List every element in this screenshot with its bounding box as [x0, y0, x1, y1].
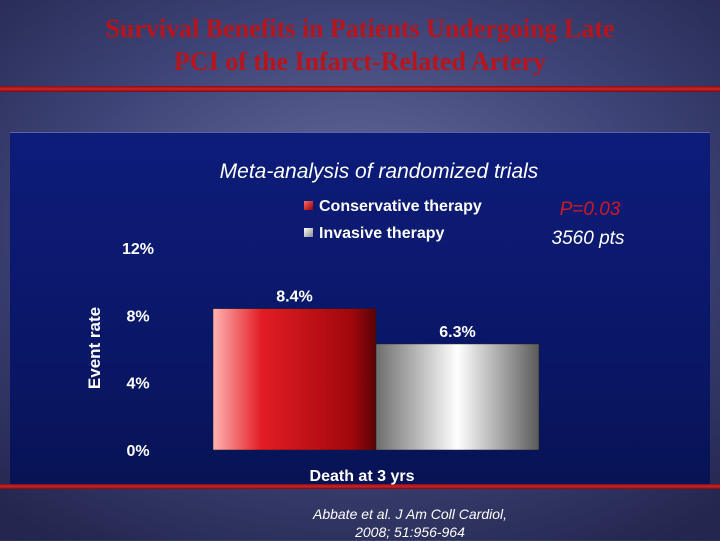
y-axis-ticks: 0% 4% 8% 12% [122, 241, 154, 460]
title-divider [0, 86, 720, 92]
slide-title-line-1: Survival Benefits in Patients Undergoing… [105, 14, 615, 43]
y-tick-label: 8% [126, 308, 149, 325]
legend-label-invasive: Invasive therapy [319, 225, 445, 242]
legend-swatch-conservative [304, 201, 313, 210]
legend-swatch-invasive [304, 228, 313, 237]
citation-line-1: Abbate et al. J Am Coll Cardiol, [312, 506, 507, 522]
bottom-divider [0, 484, 720, 489]
citation: Abbate et al. J Am Coll Cardiol, 2008; 5… [260, 505, 560, 541]
legend-label-conservative: Conservative therapy [319, 198, 482, 215]
chart-title: Meta-analysis of randomized trials [220, 160, 539, 183]
y-tick-label: 12% [122, 241, 154, 258]
x-axis-label: Death at 3 yrs [310, 468, 415, 485]
p-value-annotation: P=0.03 [560, 199, 621, 220]
y-axis-label: Event rate [85, 307, 104, 389]
bar-value-label: 6.3% [439, 324, 475, 341]
legend: Conservative therapy Invasive therapy [304, 198, 482, 242]
bar-invasive-therapy [375, 343, 540, 451]
bar-value-label: 8.4% [276, 289, 312, 306]
bars: 8.4% 6.3% [212, 289, 540, 451]
bar-conservative-therapy [212, 308, 377, 451]
y-tick-label: 0% [126, 443, 149, 460]
slide-title-line-2: PCI of the Infarct-Related Artery [173, 47, 547, 76]
slide-title: Survival Benefits in Patients Undergoing… [0, 12, 720, 78]
y-tick-label: 4% [126, 376, 149, 393]
sample-size-annotation: 3560 pts [552, 228, 625, 249]
citation-line-2: 2008; 51:956-964 [355, 524, 465, 540]
